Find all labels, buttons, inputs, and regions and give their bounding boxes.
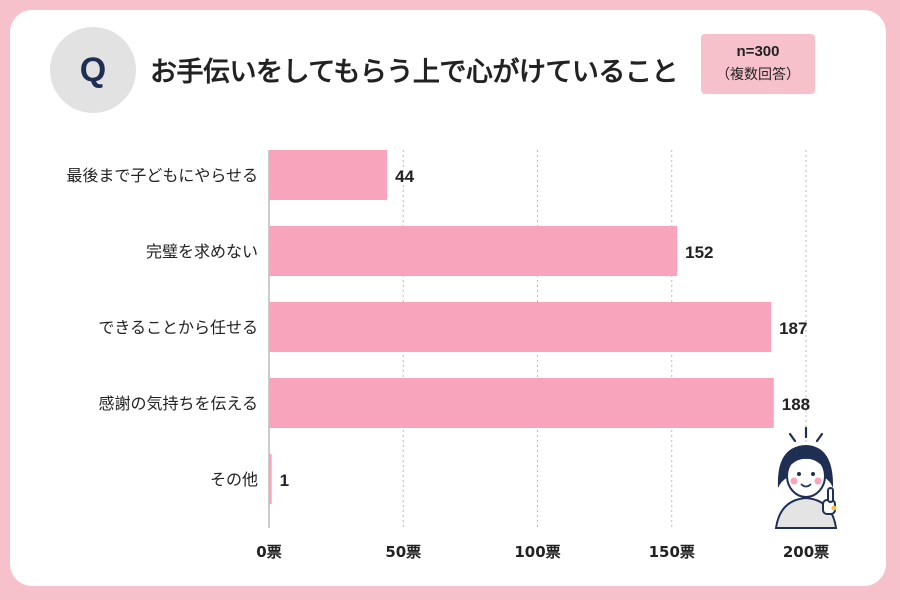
bar (269, 378, 774, 428)
x-tick-label: 100票 (514, 543, 560, 561)
chart-card (10, 10, 886, 586)
woman-pointing-up-icon (774, 426, 838, 529)
x-tick-label: 50票 (385, 543, 421, 561)
data-label: 44 (395, 167, 414, 186)
x-tick-label: 150票 (649, 543, 695, 561)
x-tick-label: 0票 (256, 543, 281, 561)
category-label: その他 (210, 470, 258, 489)
bars (269, 150, 774, 504)
sample-note: （複数回答） (716, 67, 800, 83)
data-label: 1 (280, 471, 289, 490)
x-tick-label: 200票 (783, 543, 829, 561)
data-label: 187 (779, 319, 807, 338)
question-mark: Q (79, 50, 107, 89)
category-label: 感謝の気持ちを伝える (98, 394, 258, 413)
bar (269, 454, 272, 504)
bar (269, 150, 388, 200)
value-labels: 44 152 187 188 1 (280, 167, 810, 490)
bar (269, 226, 678, 276)
sample-count: n=300 (736, 43, 780, 60)
category-label: できることから任せる (98, 318, 258, 337)
data-label: 188 (782, 395, 810, 414)
data-label: 152 (685, 243, 713, 262)
category-label: 最後まで子どもにやらせる (66, 166, 258, 185)
category-label: 完璧を求めない (146, 242, 258, 261)
bar (269, 302, 772, 352)
sample-size-badge: n=300 （複数回答） (701, 34, 815, 94)
category-labels: 最後まで子どもにやらせる完璧を求めないできることから任せる感謝の気持ちを伝えるそ… (66, 166, 258, 489)
chart-title: お手伝いをしてもらう上で心がけていること (150, 57, 678, 88)
question-badge: Q (50, 27, 136, 113)
x-axis-ticks: 0票 50票 100票 150票 200票 (256, 543, 829, 561)
